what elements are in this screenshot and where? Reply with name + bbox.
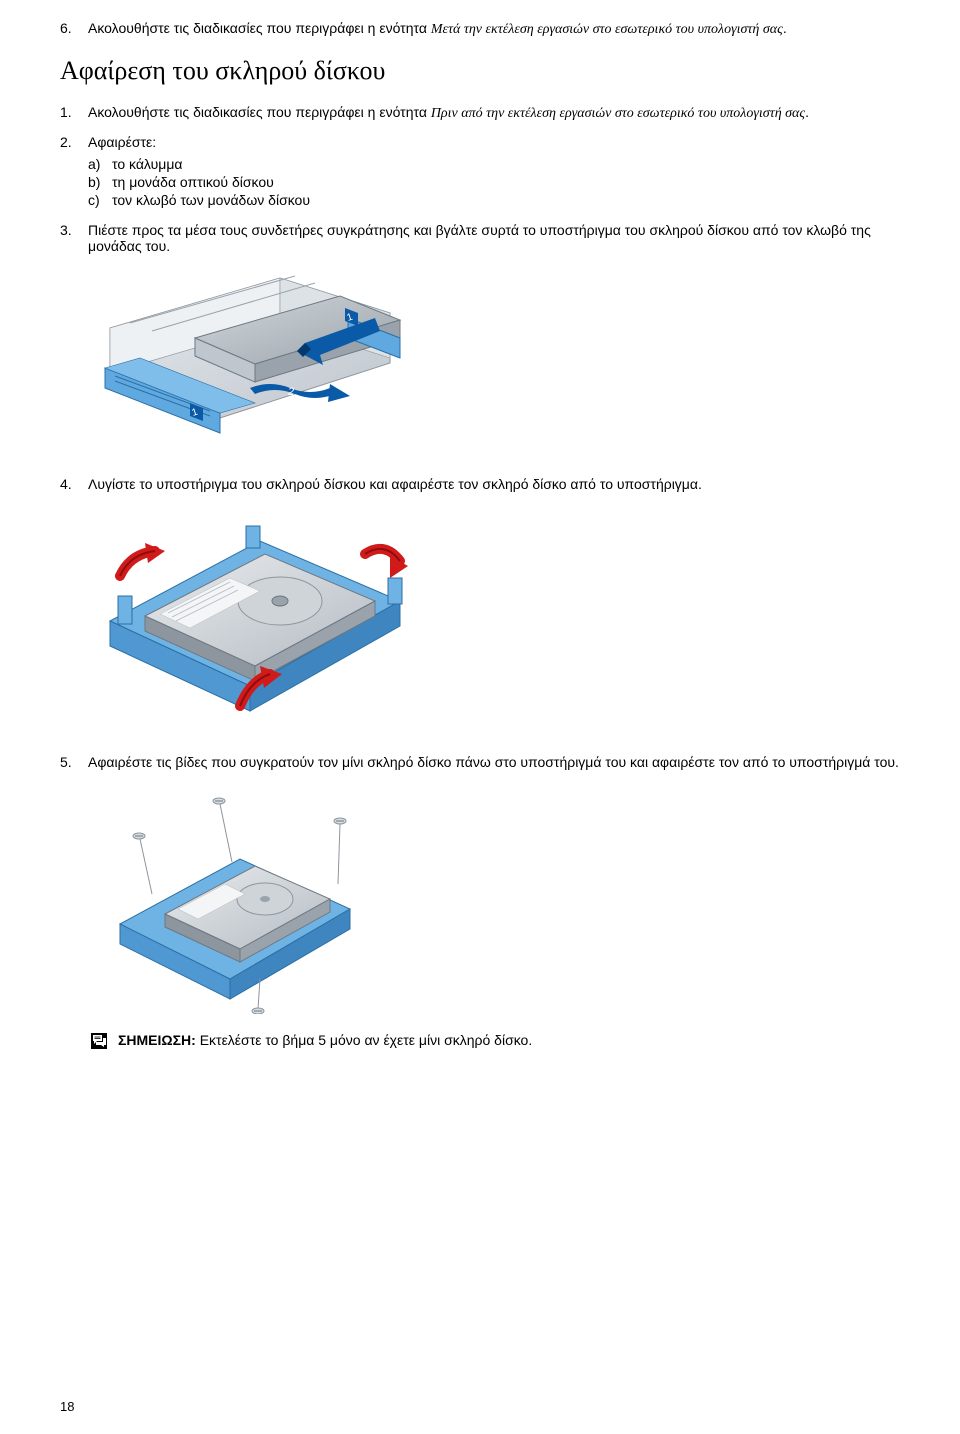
step-1-suffix: . [805,104,809,120]
step-2-sublist: a) το κάλυμμα b) τη μονάδα οπτικού δίσκο… [88,156,900,208]
figure-flex-bracket [90,506,900,736]
note-icon [90,1032,108,1050]
step-2-number: 2. [60,134,88,210]
step-6-suffix: . [783,20,787,36]
svg-text:2: 2 [287,386,294,398]
step-1-body: Ακολουθήστε τις διαδικασίες που περιγράφ… [88,104,900,122]
step-1-italic: Πριν από την εκτέλεση εργασιών στο εσωτε… [431,106,805,121]
step-2-item-b: b) τη μονάδα οπτικού δίσκου [88,174,900,190]
step-1-number: 1. [60,104,88,122]
note-label: ΣΗΜΕΙΩΣΗ: [118,1032,196,1048]
step-2-item-a: a) το κάλυμμα [88,156,900,172]
step-2-item-a-text: το κάλυμμα [112,156,182,172]
step-2-item-a-letter: a) [88,156,112,172]
step-3-number: 3. [60,222,88,254]
step-5-text: Αφαιρέστε τις βίδες που συγκρατούν τον μ… [88,754,900,770]
page-number: 18 [60,1399,74,1414]
step-2-item-b-text: τη μονάδα οπτικού δίσκου [112,174,274,190]
step-5: 5. Αφαιρέστε τις βίδες που συγκρατούν το… [60,754,900,770]
step-3-text: Πιέστε προς τα μέσα τους συνδετήρες συγκ… [88,222,900,254]
note-text: ΣΗΜΕΙΩΣΗ: Εκτελέστε το βήμα 5 μόνο αν έχ… [118,1032,532,1048]
note-row: ΣΗΜΕΙΩΣΗ: Εκτελέστε το βήμα 5 μόνο αν έχ… [90,1032,900,1050]
step-2-item-c: c) τον κλωβό των μονάδων δίσκου [88,192,900,208]
step-1-prefix: Ακολουθήστε τις διαδικασίες που περιγράφ… [88,104,431,120]
step-4-number: 4. [60,476,88,492]
step-2-item-c-letter: c) [88,192,112,208]
flex-bracket-illustration [90,506,420,736]
drive-cage-illustration: 1 2 1 [90,268,420,458]
step-1: 1. Ακολουθήστε τις διαδικασίες που περιγ… [60,104,900,122]
step-6-body: Ακολουθήστε τις διαδικασίες που περιγράφ… [88,20,900,38]
step-2: 2. Αφαιρέστε: a) το κάλυμμα b) τη μονάδα… [60,134,900,210]
step-2-text: Αφαιρέστε: [88,134,900,150]
note-body: Εκτελέστε το βήμα 5 μόνο αν έχετε μίνι σ… [196,1032,532,1048]
step-3: 3. Πιέστε προς τα μέσα τους συνδετήρες σ… [60,222,900,254]
figure-drive-cage: 1 2 1 [90,268,900,458]
step-2-body: Αφαιρέστε: a) το κάλυμμα b) τη μονάδα οπ… [88,134,900,210]
mini-drive-illustration [90,784,390,1014]
step-6-number: 6. [60,20,88,38]
section-title: Αφαίρεση του σκληρού δίσκου [60,56,900,86]
step-2-item-b-letter: b) [88,174,112,190]
step-6-italic: Μετά την εκτέλεση εργασιών στο εσωτερικό… [431,22,783,37]
step-5-number: 5. [60,754,88,770]
figure-mini-drive [90,784,900,1014]
step-2-item-c-text: τον κλωβό των μονάδων δίσκου [112,192,310,208]
step-6: 6. Ακολουθήστε τις διαδικασίες που περιγ… [60,20,900,38]
step-4: 4. Λυγίστε το υποστήριγμα του σκληρού δί… [60,476,900,492]
step-4-text: Λυγίστε το υποστήριγμα του σκληρού δίσκο… [88,476,900,492]
step-6-prefix: Ακολουθήστε τις διαδικασίες που περιγράφ… [88,20,431,36]
